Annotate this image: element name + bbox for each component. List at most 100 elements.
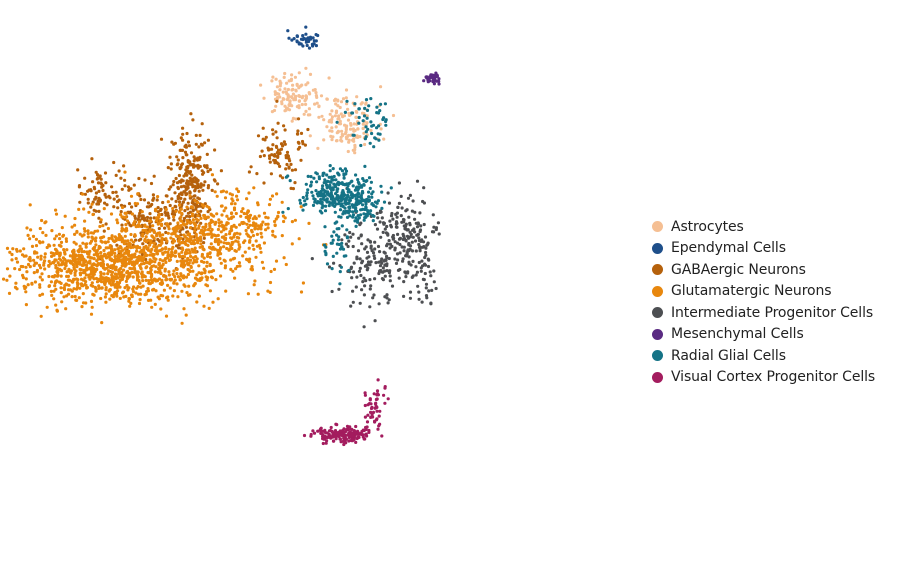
data-point <box>363 393 367 397</box>
data-point <box>340 181 344 185</box>
data-point <box>206 138 210 142</box>
data-point <box>180 211 184 216</box>
data-point <box>336 172 340 176</box>
data-point <box>317 177 321 181</box>
data-point <box>342 436 346 440</box>
data-point <box>109 270 113 274</box>
data-point <box>179 165 183 169</box>
data-point <box>345 215 350 219</box>
data-point <box>333 197 337 201</box>
data-point <box>189 254 193 258</box>
data-point <box>43 252 47 256</box>
data-point <box>168 203 172 208</box>
data-point <box>56 251 60 255</box>
data-point <box>267 148 271 152</box>
data-point <box>253 279 257 283</box>
data-point <box>351 133 355 137</box>
data-point <box>50 229 54 233</box>
data-point <box>336 104 340 108</box>
data-point <box>397 276 401 280</box>
data-point <box>132 260 136 264</box>
data-point <box>217 218 221 222</box>
data-point <box>362 114 367 118</box>
data-point <box>347 205 351 209</box>
legend-item-mesenchymal-cells: Mesenchymal Cells <box>652 324 875 346</box>
data-point <box>238 232 242 236</box>
data-point <box>232 256 237 260</box>
data-point <box>58 280 62 284</box>
data-point <box>54 208 58 212</box>
data-point <box>293 98 298 102</box>
data-point <box>274 160 278 164</box>
data-point <box>340 191 344 195</box>
data-point <box>432 82 436 86</box>
data-point <box>295 34 299 38</box>
data-point <box>318 200 322 204</box>
data-point <box>201 188 205 192</box>
data-point <box>352 437 356 441</box>
data-point <box>24 290 28 294</box>
data-point <box>290 168 294 172</box>
data-point <box>250 268 254 272</box>
data-point <box>304 102 308 106</box>
data-point <box>395 215 399 219</box>
data-point <box>437 232 441 236</box>
data-point <box>113 268 117 272</box>
data-point <box>59 244 63 248</box>
data-point <box>252 186 256 190</box>
data-point <box>96 176 100 180</box>
data-point <box>79 268 83 272</box>
data-point <box>364 212 368 217</box>
data-point <box>133 234 137 238</box>
data-point <box>33 280 38 284</box>
legend-label: Ependymal Cells <box>671 240 786 257</box>
data-point <box>96 254 100 258</box>
data-point <box>214 278 218 282</box>
data-point <box>186 160 190 164</box>
data-point <box>143 237 147 242</box>
data-point <box>378 269 382 273</box>
data-point <box>91 212 95 217</box>
data-point <box>121 260 125 264</box>
data-point <box>397 201 401 205</box>
data-point <box>198 164 202 169</box>
data-point <box>338 122 343 126</box>
data-point <box>64 237 68 241</box>
data-point <box>57 257 62 261</box>
data-point <box>247 170 251 174</box>
data-point <box>415 179 420 183</box>
data-point <box>363 106 367 110</box>
data-point <box>204 275 208 279</box>
data-point <box>346 427 350 431</box>
legend-item-ependymal-cells: Ependymal Cells <box>652 238 875 260</box>
data-point <box>108 280 112 284</box>
data-point <box>383 227 387 231</box>
data-point <box>379 210 383 214</box>
data-point <box>388 279 392 283</box>
data-point <box>430 288 434 292</box>
data-point <box>233 202 237 206</box>
data-point <box>32 271 36 275</box>
data-point <box>276 162 280 166</box>
data-point <box>159 222 164 227</box>
data-point <box>186 169 190 173</box>
data-point <box>202 260 206 264</box>
data-point <box>309 434 313 438</box>
data-point <box>21 273 25 277</box>
data-point <box>187 144 191 148</box>
data-point <box>222 209 226 213</box>
data-point <box>40 292 45 296</box>
data-point <box>333 429 338 433</box>
data-point <box>336 187 340 191</box>
data-point <box>72 265 76 270</box>
data-point <box>179 148 183 152</box>
data-point <box>325 186 329 190</box>
data-point <box>69 260 73 264</box>
data-point <box>293 218 297 222</box>
data-point <box>184 242 188 246</box>
data-point <box>176 158 180 162</box>
data-point <box>313 102 317 106</box>
data-point <box>203 269 207 273</box>
data-point <box>165 239 169 243</box>
data-point <box>252 221 256 225</box>
